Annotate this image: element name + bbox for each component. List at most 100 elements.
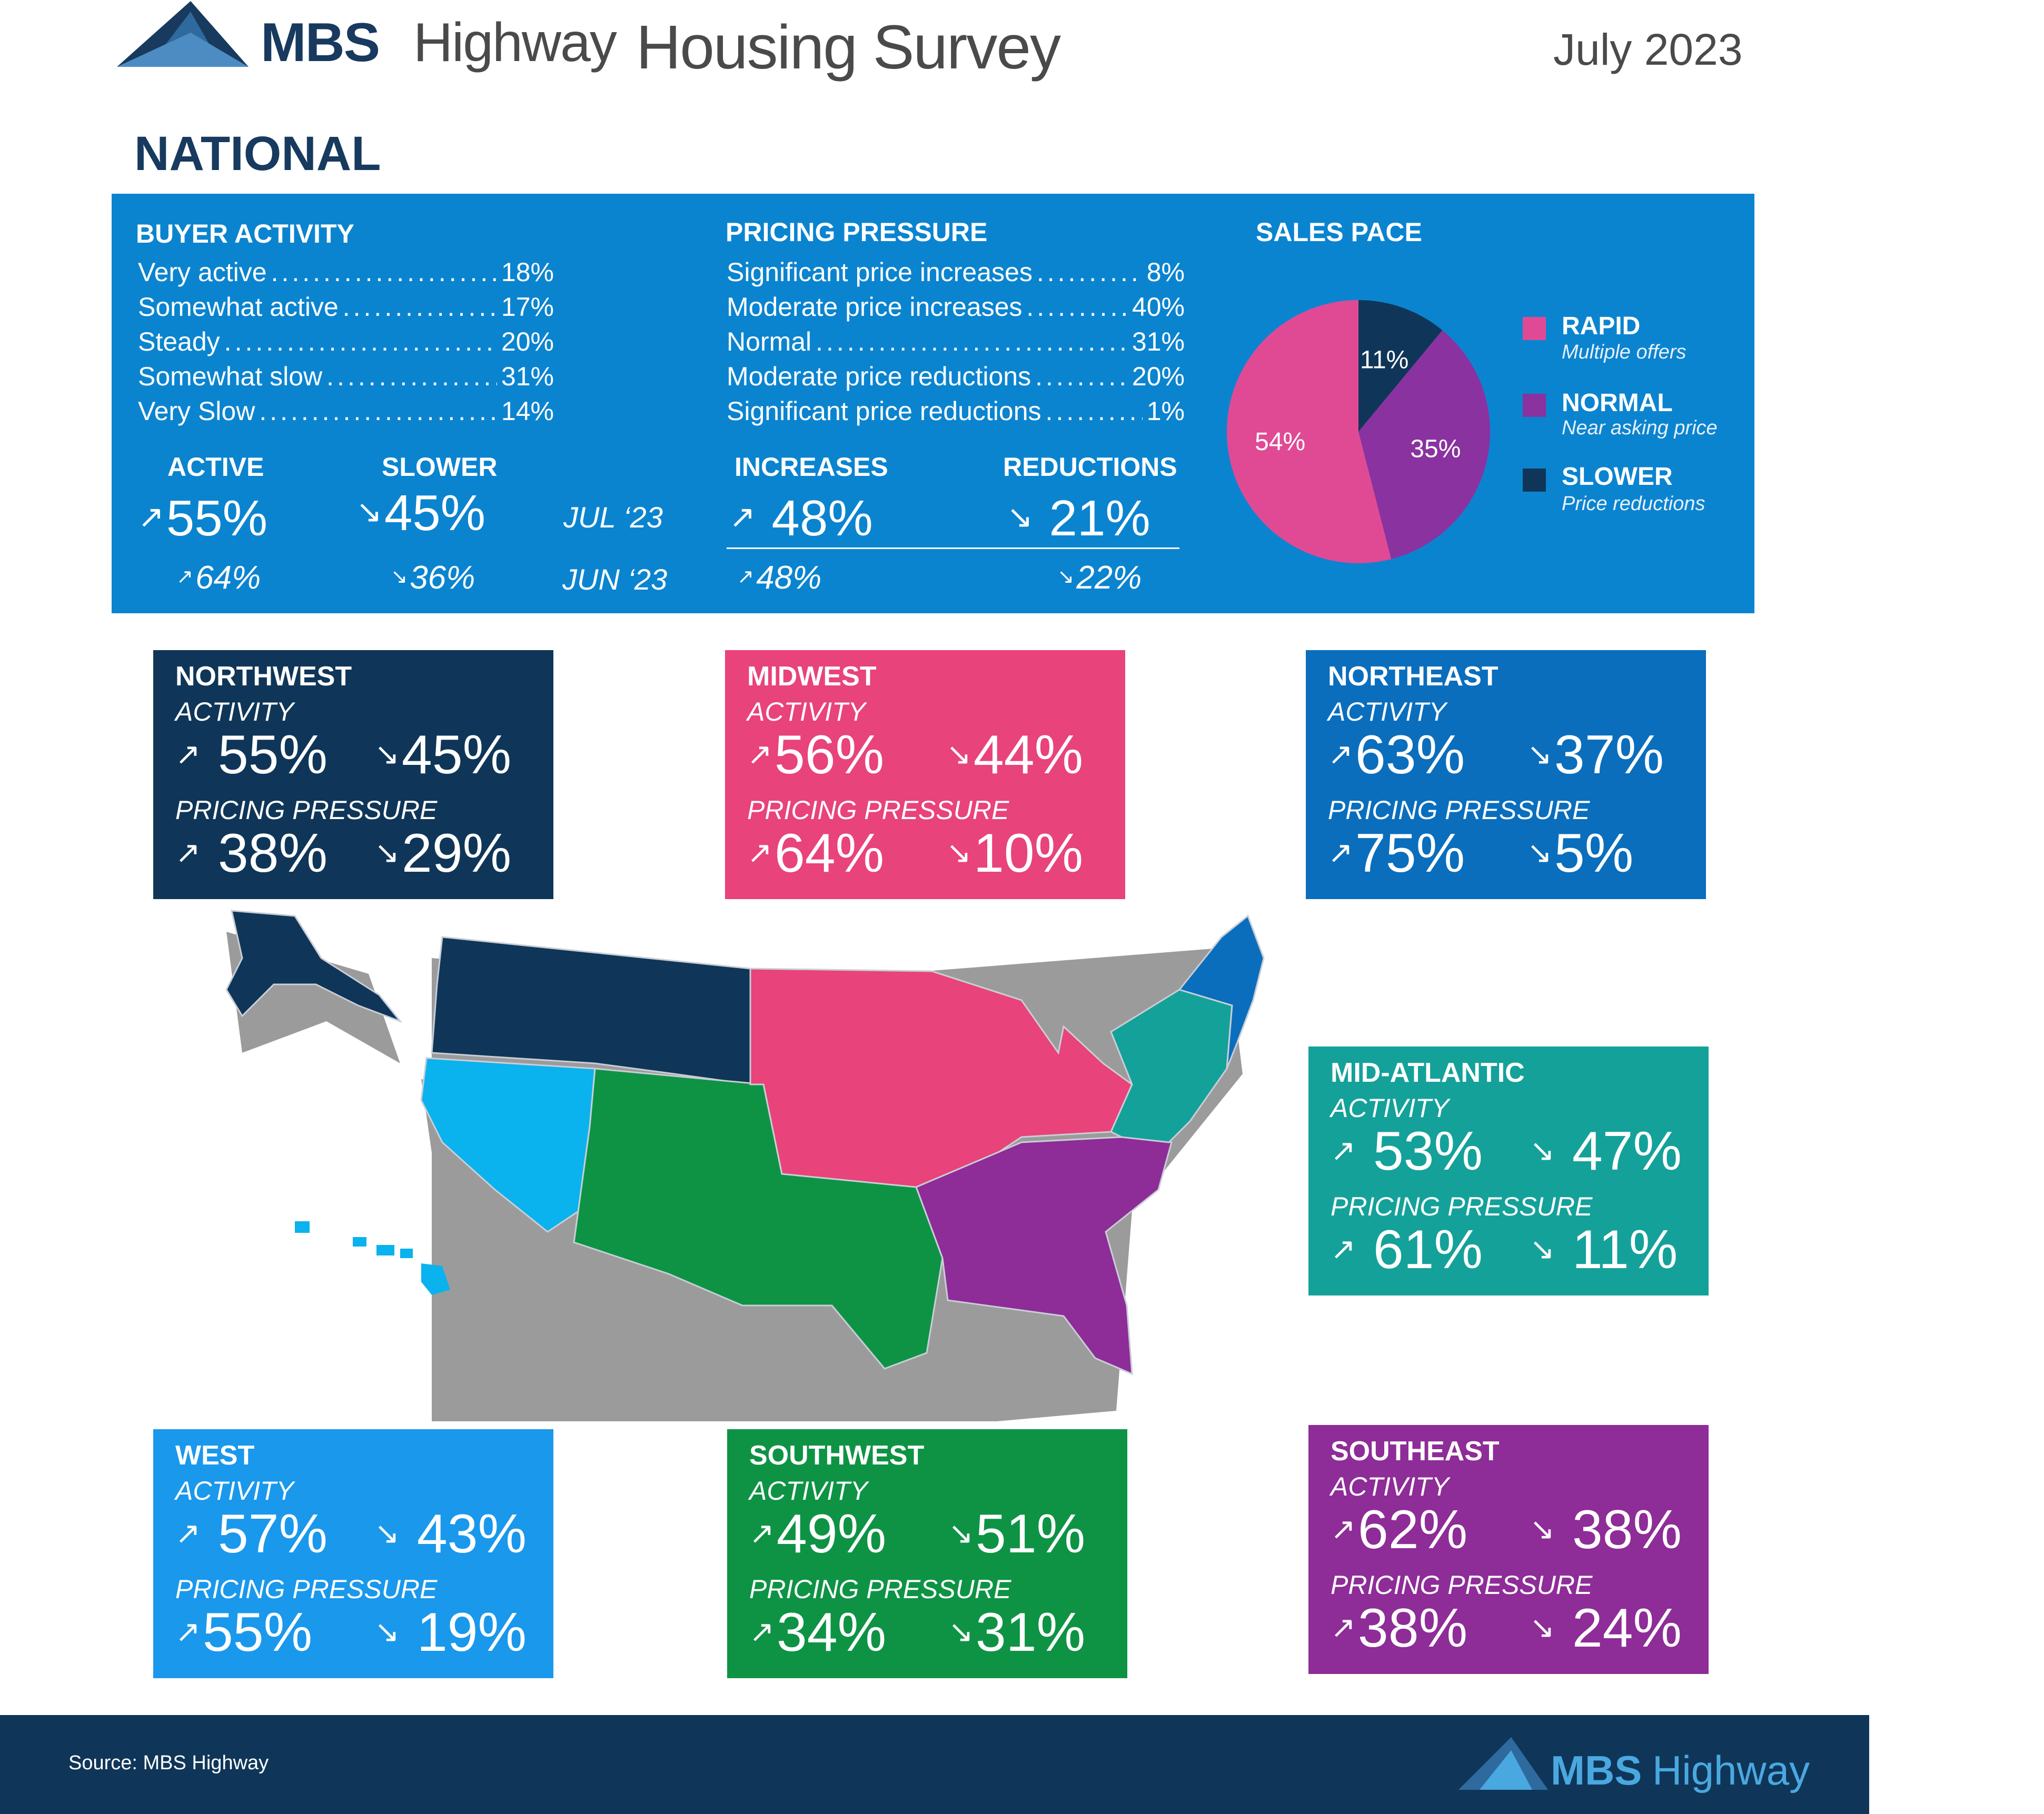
pricing-up-value: ↗75% (1328, 823, 1465, 884)
row-label: Significant price increases (727, 257, 1033, 287)
list-item: Moderate price reductions 20% (727, 359, 1185, 394)
activity-label: ACTIVITY (1328, 697, 1447, 726)
trend-up-icon: ↗ (175, 835, 201, 870)
trend-up-icon: ↗ (749, 1614, 775, 1649)
region-name: WEST (175, 1440, 255, 1471)
region-name: MIDWEST (747, 661, 877, 692)
trend-up-icon: ↗ (176, 565, 194, 589)
activity-down-value: ↘ 43% (374, 1503, 527, 1564)
trend-up-icon: ↗ (175, 737, 201, 771)
trend-down-icon: ↘ (1530, 1133, 1555, 1168)
trend-down-icon: ↘ (391, 565, 408, 589)
region-name: NORTHEAST (1328, 661, 1499, 692)
pricing-down-value: ↘ 11% (1530, 1219, 1678, 1280)
trend-down-icon: ↘ (948, 1516, 974, 1550)
pie-slice-normal (1358, 330, 1490, 560)
pricing-down-value: ↘5% (1527, 823, 1634, 884)
activity-up-value: ↗ 57% (175, 1503, 328, 1564)
activity-down-value: ↘37% (1527, 724, 1664, 785)
trend-up-icon: ↗ (749, 1516, 775, 1550)
trend-up-icon: ↗ (747, 737, 772, 771)
row-label: Normal (727, 327, 812, 356)
list-item: Significant price increases 8% (727, 255, 1185, 290)
pie-slice-slower (1358, 300, 1443, 432)
activity-down-value: ↘ 47% (1530, 1121, 1682, 1182)
activity-up-value: ↗ 55% (175, 724, 328, 785)
pricing-pressure-title: PRICING PRESSURE (726, 217, 988, 247)
list-item: Moderate price increases 40% (727, 290, 1185, 324)
trend-up-icon: ↗ (747, 835, 772, 870)
row-value: 20% (501, 327, 554, 356)
row-value: 8% (1146, 257, 1185, 287)
legend-slower-label: SLOWER (1562, 463, 1673, 491)
region-name: SOUTHWEST (749, 1440, 925, 1471)
increases-label: INCREASES (735, 452, 888, 482)
pricing-label: PRICING PRESSURE (749, 1574, 1011, 1604)
activity-down-value: ↘44% (946, 724, 1084, 785)
legend-normal-sub: Near asking price (1562, 417, 1718, 439)
survey-date: July 2023 (1553, 25, 1743, 74)
section-title: NATIONAL (134, 127, 381, 181)
region-name: MID-ATLANTIC (1331, 1058, 1525, 1088)
buyer-activity-list: Very active 18% Somewhat active 17% Steady… (138, 255, 554, 428)
region-box-northwest: NORTHWEST ACTIVITY ↗ 55% ↘45% PRICING PR… (153, 650, 553, 899)
row-value: 1% (1146, 396, 1185, 426)
map-northeast (1178, 914, 1265, 1069)
row-label: Steady (138, 327, 220, 356)
trend-up-icon: ↗ (729, 499, 756, 535)
row-value: 17% (501, 292, 554, 322)
trend-up-icon: ↗ (737, 565, 755, 589)
jul-increases-value: ↗ 48% (729, 490, 873, 546)
jul-active-value: ↗55% (138, 490, 268, 546)
row-value: 40% (1132, 292, 1185, 322)
brand-highway: Highway (413, 12, 617, 73)
jun-active-value: ↗64% (176, 560, 261, 596)
region-box-midatlantic: MID-ATLANTIC ACTIVITY ↗ 53% ↘ 47% PRICIN… (1308, 1046, 1709, 1295)
activity-up-value: ↗62% (1331, 1499, 1468, 1560)
jul-label: JUL ‘23 (563, 501, 663, 534)
region-box-west: WEST ACTIVITY ↗ 57% ↘ 43% PRICING PRESSU… (153, 1429, 553, 1678)
row-label: Very Slow (138, 396, 255, 426)
jun-increases-value: ↗48% (737, 560, 822, 596)
row-label: Somewhat slow (138, 362, 323, 391)
activity-label: ACTIVITY (1331, 1472, 1450, 1501)
row-value: 14% (501, 396, 554, 426)
jun-slower-value: ↘36% (391, 560, 475, 596)
pricing-up-value: ↗55% (175, 1602, 313, 1663)
map-hawaii (295, 1221, 450, 1295)
activity-up-value: ↗ 53% (1331, 1121, 1483, 1182)
pricing-label: PRICING PRESSURE (175, 795, 438, 825)
legend-rapid-label: RAPID (1562, 312, 1641, 340)
row-label: Somewhat active (138, 292, 339, 322)
pricing-down-value: ↘31% (948, 1602, 1086, 1663)
row-value: 20% (1132, 362, 1185, 391)
trend-up-icon: ↗ (1328, 737, 1353, 771)
row-label: Significant price reductions (727, 396, 1041, 426)
pricing-up-value: ↗ 38% (175, 823, 328, 884)
legend-rapid-sub: Multiple offers (1562, 341, 1686, 363)
legend-slower-sub: Price reductions (1562, 493, 1705, 515)
trend-down-icon: ↘ (946, 835, 971, 870)
footer-brand-highway: Highway (1652, 1747, 1810, 1793)
trend-down-icon: ↘ (1527, 835, 1552, 870)
pricing-label: PRICING PRESSURE (747, 795, 1009, 825)
list-item: Normal 31% (727, 324, 1185, 359)
trend-down-icon: ↘ (946, 737, 971, 771)
pricing-up-value: ↗64% (747, 823, 885, 884)
pie-label-slower: 11% (1360, 346, 1409, 374)
activity-up-value: ↗49% (749, 1503, 887, 1564)
trend-up-icon: ↗ (175, 1614, 201, 1649)
row-label: Moderate price reductions (727, 362, 1031, 391)
row-value: 31% (501, 362, 554, 391)
activity-label: ACTIVITY (175, 1476, 294, 1506)
legend-swatch-normal (1523, 394, 1546, 417)
activity-up-value: ↗56% (747, 724, 885, 785)
list-item: Significant price reductions 1% (727, 394, 1185, 428)
pie-label-normal: 35% (1410, 435, 1461, 463)
map-alaska (225, 910, 403, 1023)
footer-logo-icon (1458, 1737, 1548, 1790)
trend-up-icon: ↗ (1331, 1232, 1356, 1266)
pricing-up-value: ↗ 61% (1331, 1219, 1483, 1280)
activity-down-value: ↘ 38% (1530, 1499, 1682, 1560)
pricing-down-value: ↘10% (946, 823, 1084, 884)
